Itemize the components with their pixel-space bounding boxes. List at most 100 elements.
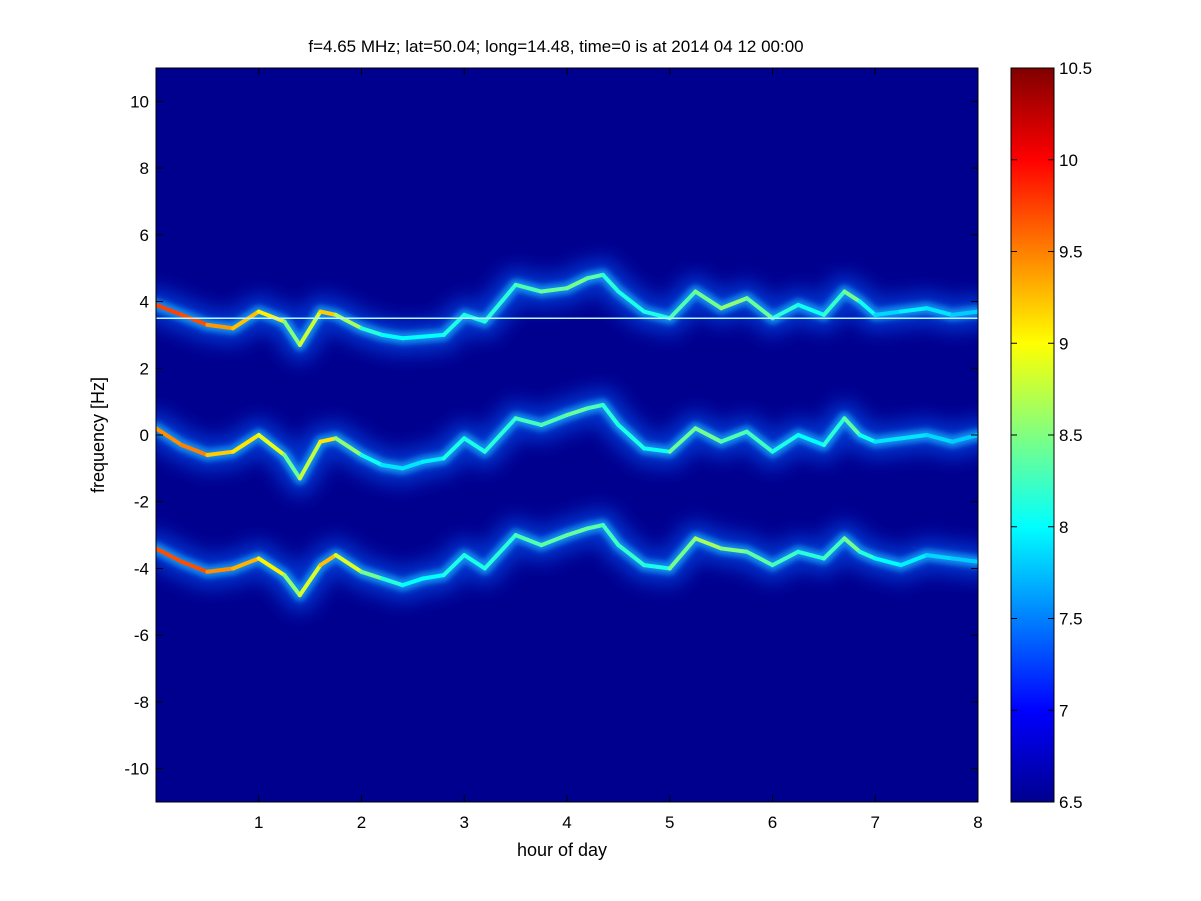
trace-3-segment bbox=[616, 543, 647, 568]
trace-2-segment bbox=[796, 433, 826, 448]
trace-1-segment bbox=[297, 309, 323, 347]
colorbar-tick-label: 7 bbox=[1059, 701, 1068, 720]
trace-1-segment bbox=[950, 309, 978, 317]
trace-1-segment bbox=[616, 289, 647, 314]
trace-3-segment bbox=[333, 553, 364, 574]
trace-1-segment bbox=[667, 289, 698, 321]
x-tick-label: 8 bbox=[973, 813, 982, 832]
trace-2-segment bbox=[821, 416, 847, 448]
trace-2-segment bbox=[842, 416, 862, 437]
trace-3-segment bbox=[642, 563, 672, 571]
colorbar-tick-label: 9.5 bbox=[1059, 243, 1083, 262]
trace-1-segment bbox=[513, 282, 544, 294]
trace-2-segment bbox=[642, 446, 672, 454]
trace-2-segment bbox=[616, 422, 647, 451]
x-tick-label: 3 bbox=[460, 813, 469, 832]
x-tick-label: 4 bbox=[562, 813, 571, 832]
y-axis: -10 -8 -6 -4 -2 0 2 4 6 8 10 bbox=[124, 92, 978, 779]
trace-2-segment bbox=[205, 449, 236, 458]
trace-3-segment bbox=[667, 536, 698, 571]
trace-2-segment bbox=[282, 453, 302, 481]
colorbar-tick-label: 10.5 bbox=[1059, 59, 1092, 78]
trace-2-segment bbox=[565, 406, 590, 417]
trace-3-segment bbox=[857, 549, 878, 561]
trace-2-segment bbox=[600, 402, 621, 427]
trace-3-segment bbox=[482, 533, 518, 571]
trace-3-segment bbox=[400, 576, 426, 588]
trace-2-segment bbox=[359, 453, 385, 468]
trace-1-segment bbox=[693, 289, 724, 311]
trace-3-segment bbox=[924, 553, 955, 561]
trace-1-segment bbox=[156, 302, 184, 317]
trace-1-segment bbox=[421, 332, 446, 339]
y-tick-label: 2 bbox=[140, 359, 149, 378]
trace-1-segment bbox=[539, 286, 569, 294]
trace-3-segment bbox=[256, 556, 287, 578]
trace-3-segment bbox=[719, 546, 749, 554]
trace-1-segment bbox=[857, 299, 878, 317]
colorbar-tick-label: 10 bbox=[1059, 151, 1078, 170]
trace-3-segment bbox=[421, 573, 446, 581]
trace-3-segment bbox=[441, 553, 467, 578]
trace-3-segment bbox=[898, 553, 929, 568]
trace-3-segment bbox=[156, 546, 184, 564]
x-tick-label: 6 bbox=[768, 813, 777, 832]
trace-3-segment bbox=[462, 553, 487, 571]
y-tick-label: -6 bbox=[134, 626, 149, 645]
trace-2-segment bbox=[585, 402, 605, 411]
trace-1-segment bbox=[359, 326, 385, 337]
trace-1-segment bbox=[400, 334, 426, 341]
trace-2-segment bbox=[179, 443, 210, 458]
trace-1-segment bbox=[821, 289, 847, 317]
chart-title: f=4.65 MHz; lat=50.04; long=14.48, time=… bbox=[308, 37, 803, 56]
x-axis: 1 2 3 4 5 6 7 8 bbox=[254, 68, 983, 832]
trace-1-segment bbox=[642, 309, 672, 321]
trace-3-segment bbox=[770, 549, 801, 568]
trace-3-segment bbox=[796, 549, 826, 561]
colorbar-tick-label: 8 bbox=[1059, 518, 1068, 537]
x-tick-label: 7 bbox=[871, 813, 880, 832]
trace-2-segment bbox=[441, 436, 467, 461]
trace-3-segment bbox=[513, 533, 544, 548]
trace-2-segment bbox=[421, 456, 446, 464]
trace-2-segment bbox=[667, 426, 698, 454]
trace-2-segment bbox=[231, 433, 261, 454]
y-axis-label: frequency [Hz] bbox=[88, 377, 108, 493]
trace-1-segment bbox=[256, 309, 287, 324]
trace-1-segment bbox=[318, 309, 338, 317]
y-tick-label: 8 bbox=[140, 159, 149, 178]
trace-3-segment bbox=[821, 536, 847, 561]
signal-traces bbox=[156, 257, 978, 613]
trace-3-segment bbox=[585, 523, 605, 531]
trace-2-segment bbox=[513, 416, 544, 427]
trace-3-segment bbox=[359, 569, 385, 581]
trace-2-segment bbox=[297, 439, 323, 481]
trace-3-segment bbox=[231, 556, 261, 571]
trace-3-segment bbox=[842, 536, 862, 554]
trace-3-segment bbox=[744, 549, 775, 568]
y-tick-label: -10 bbox=[124, 760, 149, 779]
colorbar-tick-label: 6.5 bbox=[1059, 793, 1083, 812]
trace-3-segment bbox=[693, 536, 724, 551]
trace-3-segment bbox=[205, 566, 236, 574]
trace-2-segment bbox=[770, 433, 801, 454]
y-tick-label: -4 bbox=[134, 559, 149, 578]
trace-2-segment bbox=[744, 429, 775, 454]
trace-2-segment bbox=[400, 459, 426, 471]
trace-1-segment bbox=[231, 309, 261, 331]
colorbar-tick-label: 9 bbox=[1059, 334, 1068, 353]
trace-3-segment bbox=[539, 533, 569, 548]
trace-1-segment bbox=[482, 282, 518, 324]
trace-2-segment bbox=[462, 436, 487, 454]
colorbar-axis: 6.5 7 7.5 8 8.5 9 9.5 10 10.5 bbox=[1011, 59, 1092, 812]
trace-2-segment bbox=[693, 426, 724, 444]
trace-1-segment bbox=[282, 319, 302, 347]
trace-2-segment bbox=[857, 433, 878, 444]
trace-1-segment bbox=[585, 272, 605, 281]
y-tick-label: 6 bbox=[140, 226, 149, 245]
trace-3-segment bbox=[179, 559, 210, 574]
trace-1-segment bbox=[380, 332, 405, 341]
y-tick-label: -2 bbox=[134, 493, 149, 512]
trace-2-segment bbox=[924, 433, 955, 444]
